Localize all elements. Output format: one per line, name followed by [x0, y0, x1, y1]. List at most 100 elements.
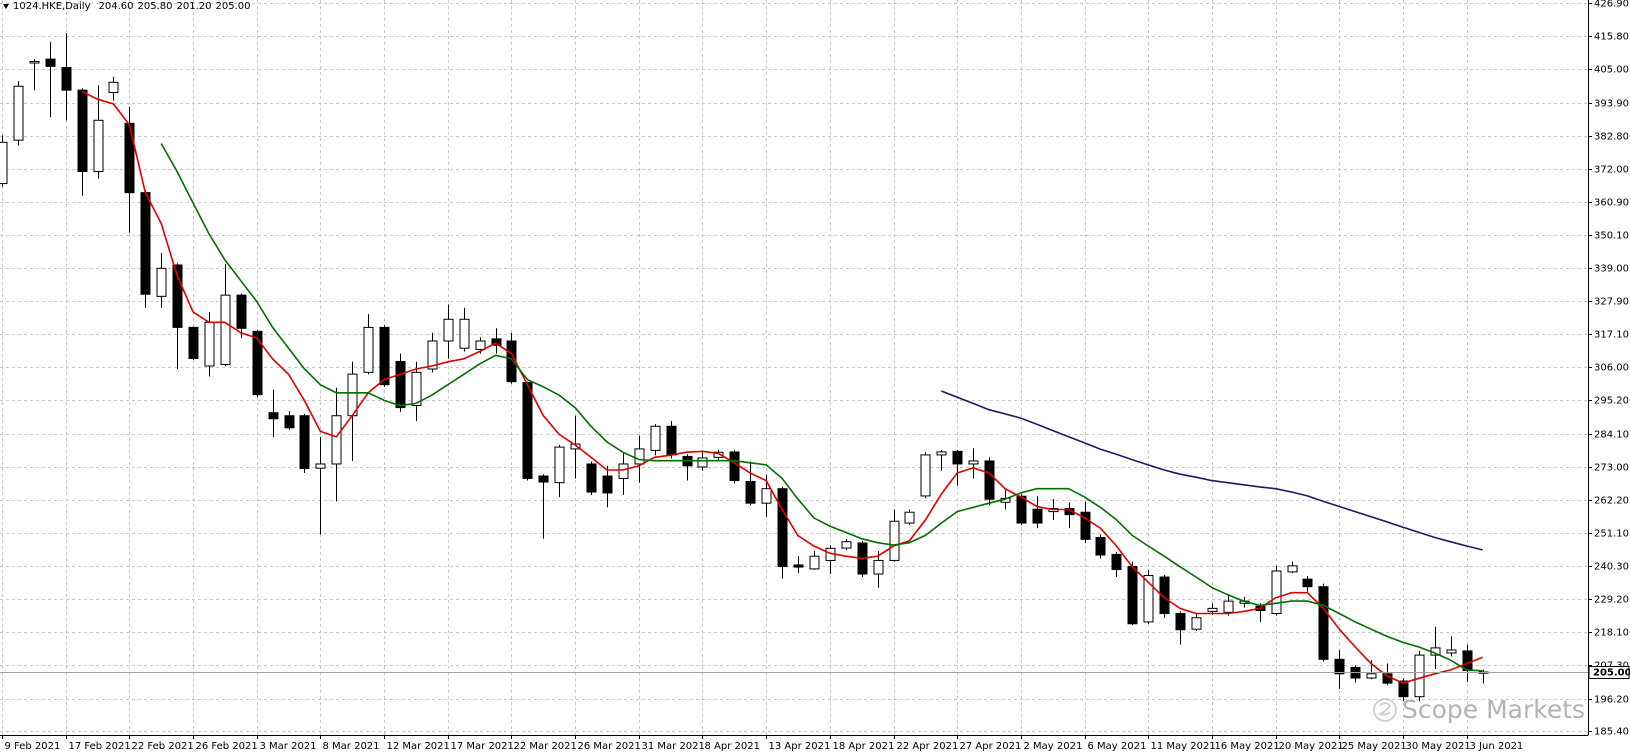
candle-body — [1191, 617, 1202, 630]
watermark: Scope Markets — [1402, 695, 1585, 724]
candle-body — [1414, 654, 1425, 698]
candle-body — [777, 488, 788, 567]
candle-body — [140, 192, 151, 295]
candle-body — [220, 294, 231, 365]
last-price-label: 205.00 — [1593, 668, 1630, 679]
candle-body — [873, 559, 884, 575]
x-tick-label: 8 Apr 2021 — [705, 741, 760, 752]
x-tick-label: 12 Mar 2021 — [387, 741, 450, 752]
y-tick-label: 360.90 — [1594, 198, 1629, 209]
candle-body — [920, 454, 931, 497]
symbol: 1024.HKE,Daily — [13, 1, 91, 12]
candle-body — [538, 475, 549, 483]
y-tick-label: 196.20 — [1594, 695, 1629, 706]
candle-body — [363, 326, 374, 373]
menu-arrow — [3, 4, 9, 9]
x-tick-label: 31 Mar 2021 — [642, 741, 705, 752]
y-tick-label: 426.90 — [1594, 0, 1629, 10]
candle-body — [29, 61, 40, 64]
candle-body — [650, 425, 661, 451]
y-tick-label: 405.00 — [1594, 65, 1629, 76]
x-tick-label: 22 Apr 2021 — [897, 741, 959, 752]
last-price-box — [1588, 666, 1630, 679]
candle-body — [108, 81, 119, 94]
candle-body — [1175, 613, 1186, 631]
candle-body — [1207, 607, 1218, 612]
candle-body — [331, 415, 342, 465]
candle-body — [793, 564, 804, 568]
y-tick-label: 229.20 — [1594, 595, 1629, 606]
y-tick-label: 327.90 — [1594, 297, 1629, 308]
high-value: 205.80 — [138, 1, 173, 12]
candle-body — [713, 451, 724, 458]
x-tick-label: 26 Feb 2021 — [196, 741, 258, 752]
candle-body — [315, 463, 326, 469]
candle-body — [522, 382, 533, 479]
moving-average — [941, 390, 1483, 551]
candle-body — [618, 463, 629, 479]
low-value: 201.20 — [177, 1, 212, 12]
candle-body — [968, 460, 979, 465]
x-tick-label: 9 Feb 2021 — [5, 741, 61, 752]
candle-body — [602, 475, 613, 494]
candle-body — [1159, 576, 1170, 615]
candle-body — [77, 89, 88, 173]
moving-average — [160, 143, 1483, 672]
candle-body — [745, 480, 756, 504]
candle-body — [1382, 673, 1393, 684]
candle-body — [1462, 650, 1473, 671]
y-tick-label: 251.10 — [1594, 529, 1629, 540]
candle-body — [1334, 658, 1345, 675]
candle-body — [1143, 575, 1154, 623]
moving-average — [81, 90, 1483, 684]
candle-body — [268, 412, 279, 420]
candle-body — [634, 448, 645, 465]
x-tick-label: 27 Apr 2021 — [960, 741, 1022, 752]
grid — [0, 0, 1588, 735]
candle-body — [61, 67, 72, 91]
y-tick-label: 240.30 — [1594, 562, 1629, 573]
x-tick-label: 16 May 2021 — [1215, 741, 1280, 752]
candle-body — [1223, 600, 1234, 613]
close-value: 205.00 — [216, 1, 251, 12]
candle-body — [729, 451, 740, 482]
x-tick-label: 22 Feb 2021 — [132, 741, 194, 752]
y-tick-label: 372.00 — [1594, 165, 1629, 176]
y-tick-label: 295.20 — [1594, 396, 1629, 407]
candle-body — [284, 415, 295, 429]
watermark-logo — [1373, 698, 1397, 722]
x-tick-label: 22 Mar 2021 — [514, 741, 577, 752]
plot — [0, 33, 1588, 702]
candle-body — [411, 371, 422, 406]
y-tick-label: 415.80 — [1594, 32, 1629, 43]
candle-body — [475, 340, 486, 350]
open-value: 204.60 — [99, 1, 134, 12]
x-tick-label: 3 Mar 2021 — [260, 741, 317, 752]
x-tick-label: 17 Feb 2021 — [69, 741, 131, 752]
x-tick-label: 30 May 2021 — [1406, 741, 1471, 752]
x-tick-label: 6 May 2021 — [1088, 741, 1147, 752]
candle-body — [236, 294, 247, 329]
candle-body — [761, 488, 772, 504]
candle-body — [1111, 553, 1122, 570]
candle-body — [1032, 508, 1043, 524]
y-tick-label: 317.10 — [1594, 330, 1629, 341]
x-tick-label: 20 May 2021 — [1279, 741, 1344, 752]
y-tick-label: 350.10 — [1594, 231, 1629, 242]
candle-body — [252, 330, 263, 396]
candle-body — [0, 141, 8, 185]
candle-body — [952, 450, 963, 465]
y-tick-label: 185.40 — [1594, 727, 1629, 738]
candle-body — [1271, 570, 1282, 615]
candle-body — [697, 457, 708, 468]
candle-body — [156, 267, 167, 297]
candle-body — [1318, 586, 1329, 660]
candle-body — [1095, 537, 1106, 556]
x-tick-label: 13 Apr 2021 — [769, 741, 831, 752]
candle-body — [427, 340, 438, 370]
candle-body — [984, 460, 995, 500]
candle-body — [188, 326, 199, 359]
candle-body — [172, 264, 183, 328]
